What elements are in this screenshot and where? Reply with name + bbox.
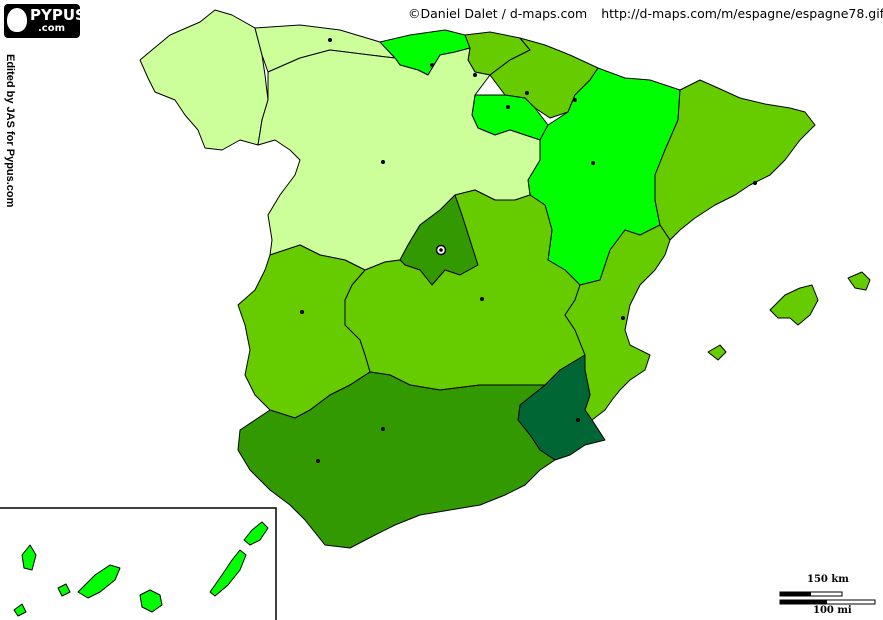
capital-dot: [381, 160, 385, 164]
capital-dot: [473, 73, 477, 77]
capital-dot: [573, 98, 577, 102]
map-credits: ©Daniel Dalet / d-maps.com http://d-maps…: [408, 6, 883, 21]
scale-km-label: 150 km: [807, 574, 849, 585]
region-canarias-gran-canaria[interactable]: Islas Canarias: [139, 589, 163, 613]
region-canarias-fuerteventura[interactable]: Islas Canarias: [209, 549, 247, 597]
capital-dot: [576, 418, 580, 422]
pypus-logo: PYPUS .com: [4, 4, 86, 38]
copyright-text: ©Daniel Dalet / d-maps.com: [408, 6, 588, 21]
edited-by-text: Edited by JAS for Pypus.com: [4, 54, 16, 208]
madrid-capital-marker: [435, 244, 447, 256]
logo-name: PYPUS: [30, 6, 86, 24]
capital-dot: [506, 105, 510, 109]
capital-dot: [381, 427, 385, 431]
capital-dot: [328, 38, 332, 42]
capital-dot: [753, 181, 757, 185]
region-andalucia[interactable]: Andalucía: [237, 371, 556, 549]
canarias-inset-frame: [0, 507, 277, 620]
scale-bar: [779, 591, 876, 605]
region-canarias-gomera[interactable]: Islas Canarias: [57, 583, 71, 597]
capital-markers: [300, 38, 757, 463]
capital-dot: [480, 297, 484, 301]
scale-mi-label: 100 mi: [813, 605, 852, 616]
capital-dot: [316, 459, 320, 463]
region-canarias-lanzarote[interactable]: Islas Canarias: [243, 521, 269, 546]
region-cataluna[interactable]: Cataluña: [654, 79, 816, 241]
capital-dot: [525, 91, 529, 95]
source-url[interactable]: http://d-maps.com/m/espagne/espagne78.gi…: [601, 6, 883, 21]
region-baleares-mallorca[interactable]: Islas Baleares: [769, 284, 819, 326]
region-navarra[interactable]: Navarra: [489, 37, 599, 119]
capital-dot: [591, 161, 595, 165]
capital-dot: [621, 316, 625, 320]
region-canarias-la-palma[interactable]: Islas Canarias: [21, 544, 37, 571]
region-galicia[interactable]: Galicia: [139, 9, 269, 151]
capital-dot: [430, 63, 434, 67]
region-canarias-tenerife[interactable]: Islas Canarias: [77, 564, 121, 599]
region-castilla-leon[interactable]: Castilla y León: [257, 47, 541, 271]
capital-dot: [300, 310, 304, 314]
logo-domain: .com: [38, 23, 66, 34]
region-canarias-hierro[interactable]: Islas Canarias: [13, 603, 27, 617]
region-baleares-ibiza[interactable]: Islas Baleares: [707, 344, 727, 361]
region-baleares-menorca[interactable]: Islas Baleares: [847, 271, 871, 291]
region-valencia[interactable]: Comunidad Valenciana: [564, 224, 671, 421]
pypus-face-icon: [7, 8, 27, 32]
